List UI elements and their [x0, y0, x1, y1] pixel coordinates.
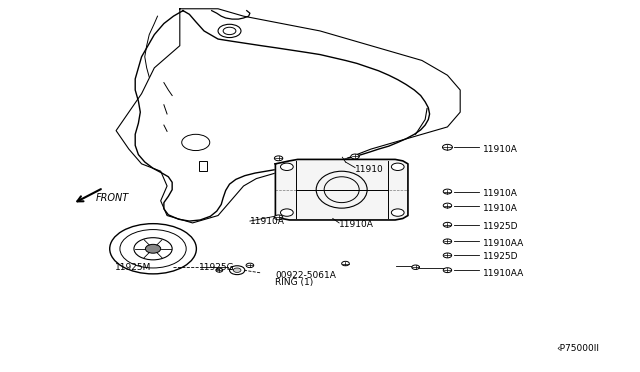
Circle shape — [444, 189, 452, 194]
Text: 00922-5061A: 00922-5061A — [275, 271, 336, 280]
Circle shape — [275, 156, 283, 161]
Text: 11910A: 11910A — [483, 203, 517, 213]
Circle shape — [246, 263, 253, 267]
Circle shape — [275, 215, 283, 220]
Text: ‹P75000II: ‹P75000II — [556, 344, 599, 353]
Text: 11910A: 11910A — [483, 189, 517, 198]
Circle shape — [392, 209, 404, 216]
Text: 11925M: 11925M — [115, 263, 151, 272]
Text: 11910A: 11910A — [339, 220, 374, 229]
Text: 11910A: 11910A — [250, 217, 285, 225]
Text: RING (1): RING (1) — [275, 278, 314, 287]
Circle shape — [351, 154, 359, 159]
Circle shape — [145, 244, 161, 253]
Circle shape — [280, 209, 293, 216]
Circle shape — [444, 203, 452, 208]
Text: 11910AA: 11910AA — [483, 239, 524, 248]
Circle shape — [444, 222, 452, 227]
Circle shape — [444, 239, 452, 244]
Circle shape — [216, 268, 223, 272]
Circle shape — [392, 163, 404, 170]
Circle shape — [280, 163, 293, 170]
Polygon shape — [275, 160, 408, 220]
Text: 11925G: 11925G — [199, 263, 234, 272]
Text: 11910AA: 11910AA — [483, 269, 524, 278]
Circle shape — [342, 261, 349, 266]
Text: 11925D: 11925D — [483, 222, 518, 231]
Circle shape — [444, 268, 452, 273]
Text: 11910A: 11910A — [483, 145, 517, 154]
Text: 11910: 11910 — [355, 165, 384, 174]
Text: FRONT: FRONT — [96, 193, 129, 203]
Text: 11925D: 11925D — [483, 251, 518, 261]
Circle shape — [444, 253, 452, 258]
Circle shape — [234, 268, 241, 272]
Circle shape — [412, 265, 419, 269]
Circle shape — [442, 144, 452, 150]
